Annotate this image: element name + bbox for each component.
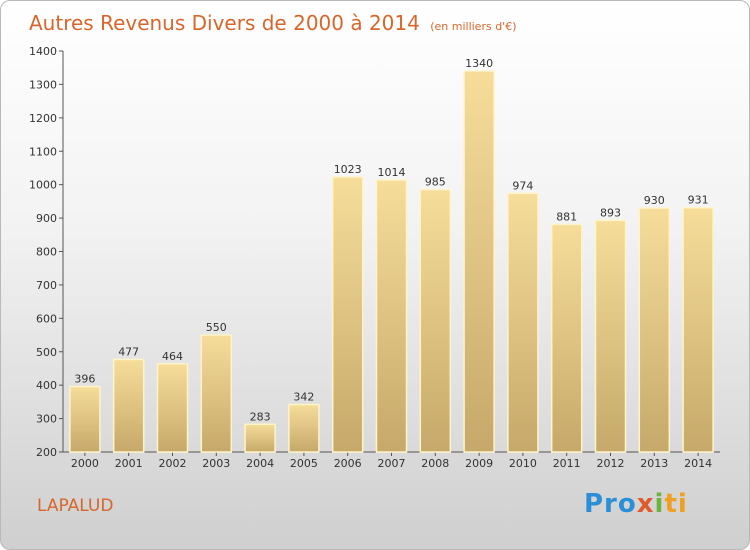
bar-2010 bbox=[507, 192, 539, 453]
bars-layer bbox=[69, 70, 714, 453]
chart-unit: (en milliers d'€) bbox=[430, 20, 517, 33]
y-tick-label: 900 bbox=[36, 212, 57, 225]
logo-part-4: ti bbox=[664, 489, 688, 519]
logo-part-2: x bbox=[636, 489, 655, 519]
x-tick-label: 2013 bbox=[640, 457, 668, 470]
y-tick-label: 600 bbox=[36, 312, 57, 325]
bar-value-label: 396 bbox=[74, 373, 95, 386]
y-tick-label: 400 bbox=[36, 379, 57, 392]
bar-value-label: 1023 bbox=[334, 163, 362, 176]
y-tick-label: 300 bbox=[36, 413, 57, 426]
logo-part-1: Pro bbox=[584, 489, 637, 519]
x-tick-label: 2003 bbox=[202, 457, 230, 470]
x-tick-label: 2001 bbox=[115, 457, 143, 470]
y-tick-label: 500 bbox=[36, 346, 57, 359]
bar-value-label: 893 bbox=[600, 206, 621, 219]
bar-2014 bbox=[682, 206, 714, 453]
y-tick-label: 1300 bbox=[29, 78, 57, 91]
bar-2012 bbox=[594, 219, 627, 453]
y-tick-label: 1000 bbox=[29, 179, 57, 192]
proxiti-logo: Proxiti bbox=[584, 489, 688, 519]
x-tick-label: 2004 bbox=[246, 457, 274, 470]
bar-value-label: 931 bbox=[688, 194, 709, 207]
logo-part-3: i bbox=[654, 489, 665, 519]
bar-value-label: 1014 bbox=[378, 166, 406, 179]
bar-2000 bbox=[69, 385, 101, 453]
bar-value-label: 464 bbox=[162, 350, 183, 363]
x-tick-label: 2014 bbox=[684, 457, 712, 470]
axis-layer: 200 300 400 500 600 700 800 900 1000 1100 1200 1300… bbox=[29, 45, 720, 459]
x-tick-label: 2009 bbox=[465, 457, 493, 470]
chart-title: Autres Revenus Divers de 2000 à 2014 (en… bbox=[29, 11, 517, 35]
bar-2013 bbox=[638, 207, 671, 453]
bar-value-label: 974 bbox=[512, 179, 533, 192]
bar-2001 bbox=[112, 358, 145, 453]
y-tick-label: 1200 bbox=[29, 112, 57, 125]
bar-2008 bbox=[419, 188, 452, 453]
y-tick-label: 700 bbox=[36, 279, 57, 292]
x-tick-label: 2005 bbox=[290, 457, 318, 470]
bar-value-label: 930 bbox=[644, 194, 665, 207]
bar-2007 bbox=[375, 179, 408, 453]
x-tick-label: 2006 bbox=[334, 457, 362, 470]
chart-title-text: Autres Revenus Divers de 2000 à 2014 bbox=[29, 11, 420, 35]
y-tick-label: 1400 bbox=[29, 45, 57, 58]
bar-2005 bbox=[288, 403, 320, 453]
x-tick-label: 2012 bbox=[597, 457, 625, 470]
y-tick-label: 800 bbox=[36, 246, 57, 259]
y-tick-label: 1100 bbox=[29, 145, 57, 158]
bar-2006 bbox=[331, 176, 364, 453]
y-tick-label: 200 bbox=[36, 446, 57, 459]
bar-2004 bbox=[244, 423, 276, 453]
x-tick-label: 2008 bbox=[421, 457, 449, 470]
x-tick-label: 2011 bbox=[553, 457, 581, 470]
bar-2011 bbox=[550, 223, 583, 453]
x-tick-label: 2010 bbox=[509, 457, 537, 470]
bar-value-label: 1340 bbox=[465, 57, 493, 70]
bar-2009 bbox=[463, 70, 495, 453]
bar-value-label: 342 bbox=[293, 391, 314, 404]
bar-value-label: 477 bbox=[118, 345, 139, 358]
labels-layer: 396 2000 477 2001 464 2002 550 2003 283 2004 342 20… bbox=[71, 57, 712, 470]
bar-2003 bbox=[200, 334, 233, 453]
bar-value-label: 550 bbox=[206, 321, 227, 334]
place-name: LAPALUD bbox=[37, 496, 114, 516]
bar-value-label: 985 bbox=[425, 176, 446, 189]
bar-value-label: 881 bbox=[556, 210, 577, 223]
x-tick-label: 2007 bbox=[378, 457, 406, 470]
x-tick-label: 2002 bbox=[159, 457, 187, 470]
bar-2002 bbox=[156, 363, 189, 453]
bar-value-label: 283 bbox=[250, 410, 271, 423]
x-tick-label: 2000 bbox=[71, 457, 99, 470]
